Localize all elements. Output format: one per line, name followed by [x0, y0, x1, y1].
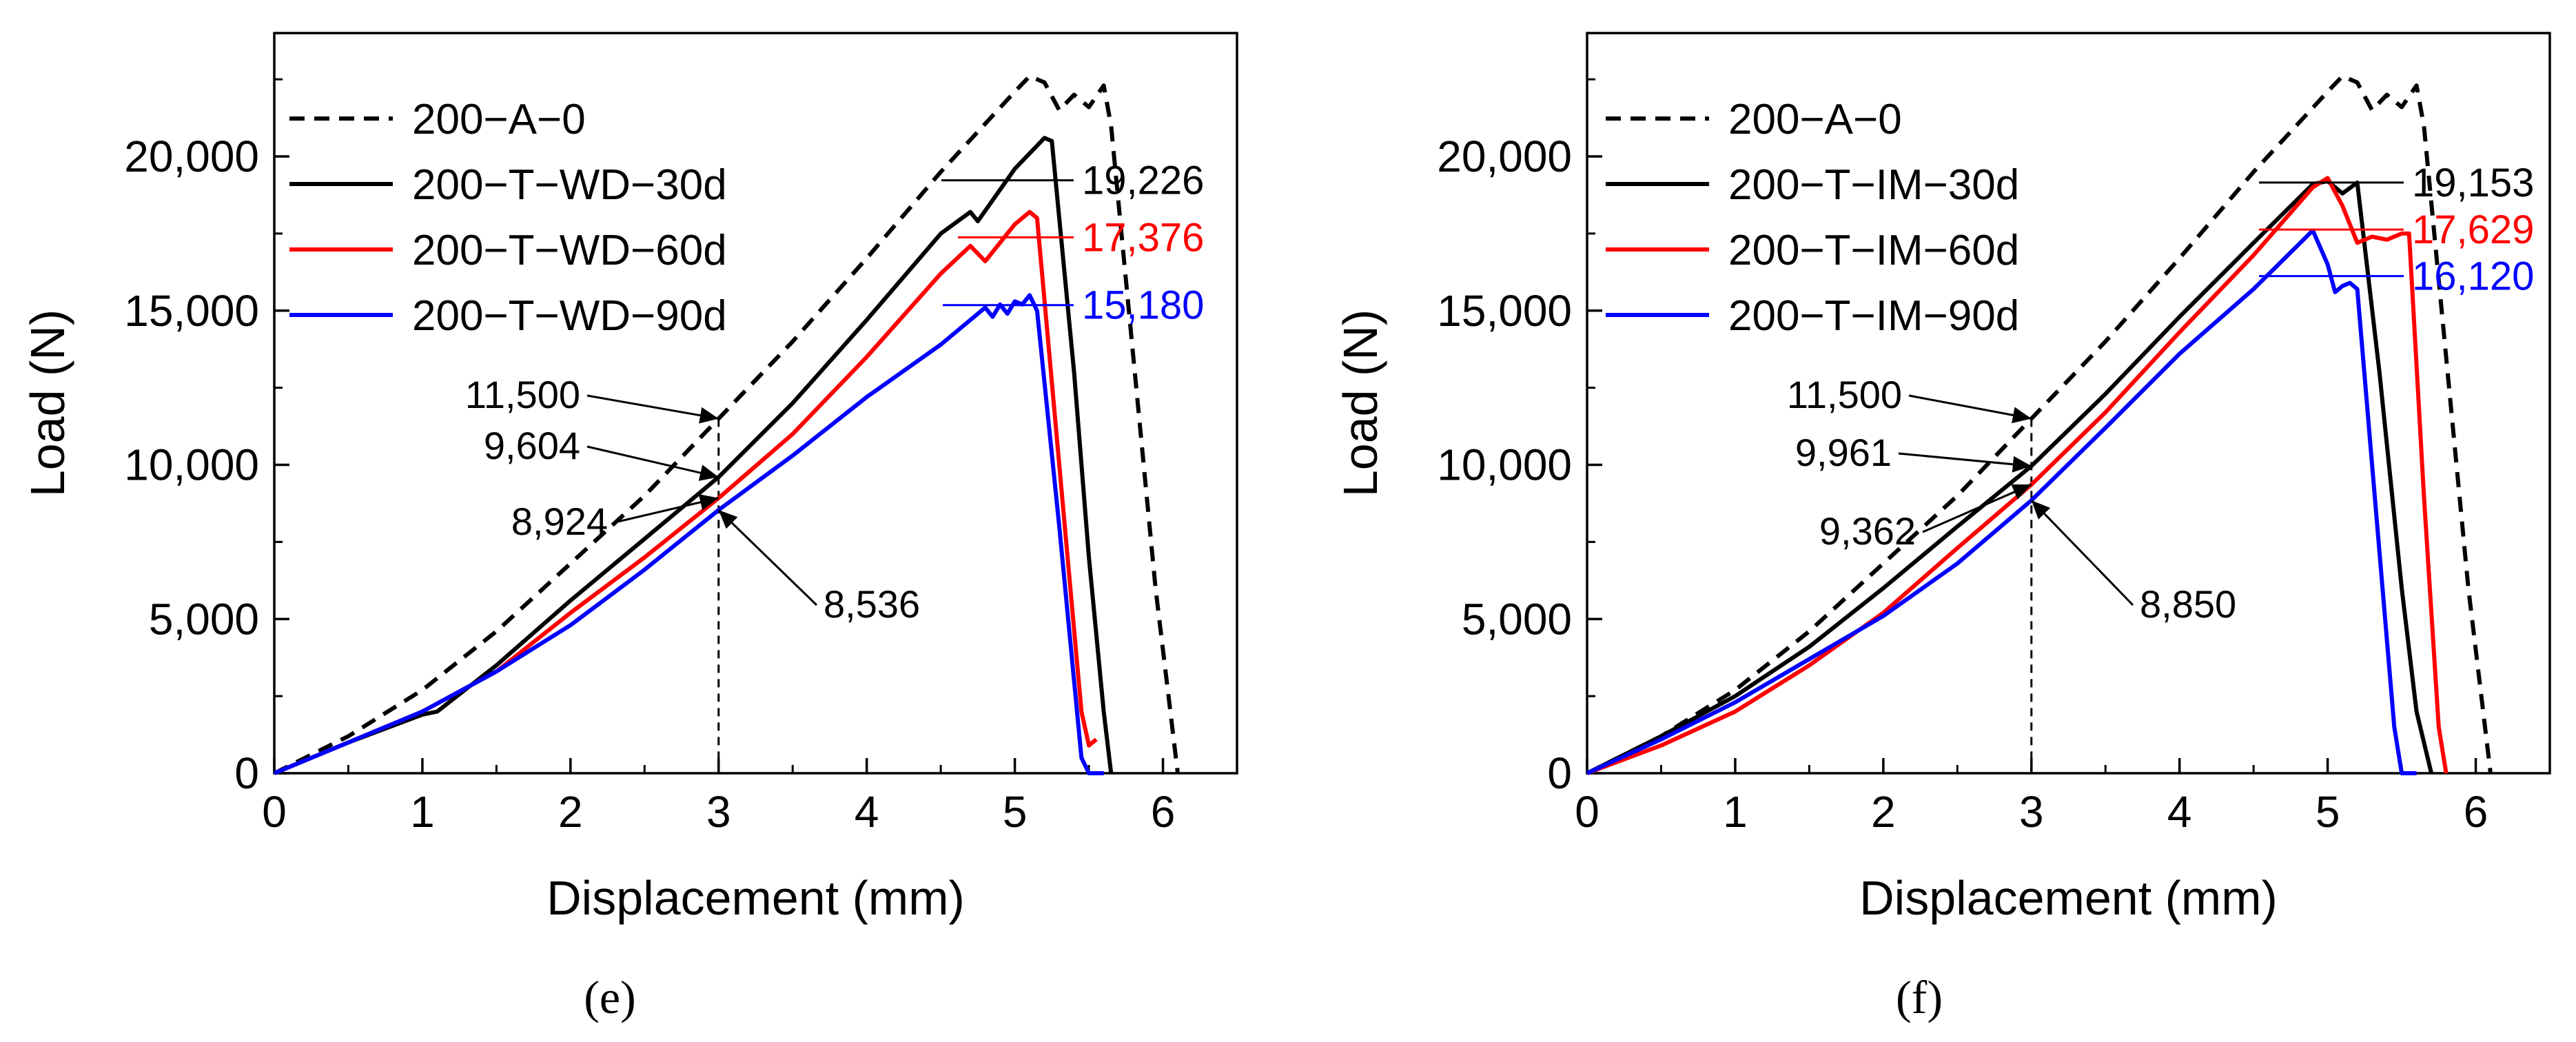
- peak-value-label: 19,226: [1082, 159, 1204, 203]
- series-line-3: [273, 293, 1104, 775]
- peak-value-label: 17,376: [1082, 215, 1204, 260]
- annotation-label: 11,500: [465, 373, 580, 416]
- y-tick-label: 20,000: [124, 132, 259, 181]
- peak-value-label: 17,629: [2412, 207, 2534, 252]
- y-tick-label: 15,000: [124, 286, 259, 336]
- annotation-arrow: [586, 445, 719, 481]
- annotation-label: 8,924: [511, 500, 608, 543]
- series-line-3: [1586, 228, 2417, 775]
- x-tick-label: 1: [1723, 787, 1748, 837]
- series-line-1: [273, 136, 1114, 775]
- y-axis-title: Load (N): [21, 309, 74, 497]
- series-line-1: [1586, 178, 2434, 775]
- legend-label-3: 200−T−WD−90d: [412, 292, 727, 340]
- panel-label: (e): [584, 971, 635, 1023]
- x-tick-label: 5: [1003, 787, 1028, 837]
- annotation-label: 8,536: [824, 582, 920, 626]
- annotation-arrow: [717, 509, 818, 606]
- chart-panel-e: 0 1 2 3 4 5 6 0 5,000 10,000 15,000 20,000 Displacem…: [21, 32, 1238, 1023]
- y-tick-label: 5,000: [149, 594, 259, 644]
- x-tick-label: 2: [558, 787, 583, 837]
- x-tick-label: 2: [1871, 787, 1896, 837]
- annotation-arrow: [1922, 483, 2032, 533]
- plot-frame: [1586, 32, 2551, 775]
- annotation-label: 9,362: [1819, 509, 1916, 553]
- y-tick-label: 0: [1547, 748, 1572, 798]
- legend-label-2: 200−T−IM−60d: [1728, 227, 2019, 274]
- plot-frame: [273, 32, 1238, 775]
- legend-label-0: 200−A−0: [412, 96, 586, 143]
- x-tick-label: 5: [2316, 787, 2340, 837]
- series-line-0: [1586, 74, 2493, 775]
- y-tick-label: 10,000: [1437, 440, 1572, 490]
- legend-label-1: 200−T−IM−30d: [1728, 161, 2019, 209]
- annotation-label: 11,500: [1787, 373, 1902, 416]
- y-tick-label: 15,000: [1437, 286, 1572, 336]
- peak-value-label: 16,120: [2412, 254, 2534, 299]
- x-tick-label: 3: [706, 787, 731, 837]
- series-line-0: [273, 74, 1180, 775]
- x-tick-label: 1: [410, 787, 435, 837]
- y-tick-label: 20,000: [1437, 132, 1572, 181]
- x-tick-label: 4: [855, 787, 879, 837]
- annotation-arrow: [2030, 499, 2134, 606]
- y-tick-label: 5,000: [1462, 594, 1572, 644]
- annotation-arrow: [614, 494, 719, 524]
- peak-value-label: 15,180: [1082, 283, 1204, 328]
- annotation-label: 9,961: [1795, 431, 1892, 474]
- x-axis-title: Displacement (mm): [546, 871, 965, 925]
- legend-label-2: 200−T−WD−60d: [412, 227, 727, 274]
- x-tick-label: 3: [2019, 787, 2044, 837]
- peak-value-label: 19,153: [2412, 161, 2534, 205]
- legend-label-0: 200−A−0: [1728, 96, 1902, 143]
- panel-label: (f): [1896, 971, 1943, 1023]
- x-tick-label: 0: [262, 787, 287, 837]
- annotation-label: 9,604: [484, 424, 580, 467]
- chart-panel-f: 0 1 2 3 4 5 6 0 5,000 10,000 15,000 20,000 Displacem…: [1333, 32, 2551, 1023]
- y-axis-title: Load (N): [1333, 309, 1387, 497]
- x-tick-label: 6: [2464, 787, 2488, 837]
- x-tick-label: 0: [1575, 787, 1599, 837]
- y-tick-label: 0: [234, 748, 259, 798]
- y-tick-label: 10,000: [124, 440, 259, 490]
- series-line-2: [1586, 176, 2449, 775]
- x-tick-label: 4: [2167, 787, 2192, 837]
- x-tick-label: 6: [1151, 787, 1176, 837]
- annotation-label: 8,850: [2140, 582, 2236, 626]
- annotation-arrow: [1908, 394, 2032, 424]
- legend-label-1: 200−T−WD−30d: [412, 161, 727, 209]
- annotation-arrow: [586, 394, 719, 424]
- annotation-arrow: [1898, 452, 2032, 473]
- legend-label-3: 200−T−IM−90d: [1728, 292, 2019, 340]
- x-axis-title: Displacement (mm): [1859, 871, 2278, 925]
